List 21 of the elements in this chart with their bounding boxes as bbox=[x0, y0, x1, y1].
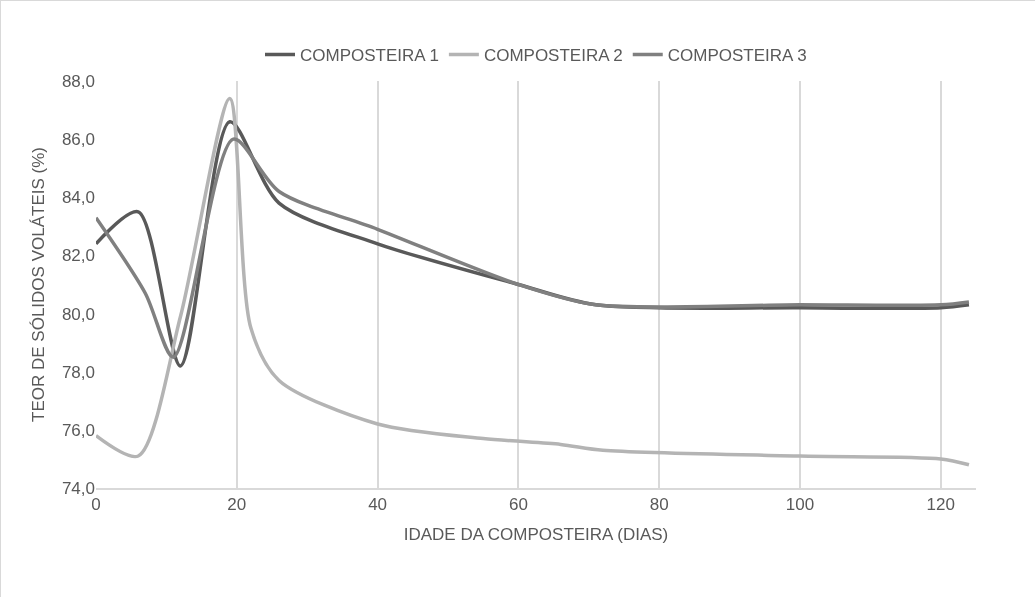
y-tick-label: 84,0 bbox=[61, 188, 95, 208]
line-series bbox=[96, 96, 971, 467]
x-tick-label: 80 bbox=[649, 495, 669, 515]
x-tick-label: 120 bbox=[926, 495, 955, 515]
y-tick-label: 86,0 bbox=[61, 130, 95, 150]
legend-label: COMPOSTEIRA 1 bbox=[300, 46, 439, 66]
y-tick-label: 78,0 bbox=[61, 362, 95, 382]
y-tick-label: 74,0 bbox=[61, 478, 95, 498]
y-axis-title: TEOR DE SÓLIDOS VOLÁTEIS (%) bbox=[29, 147, 49, 422]
y-tick-label: 76,0 bbox=[61, 420, 95, 440]
x-tick-label: 0 bbox=[91, 495, 101, 515]
y-tick-label: 88,0 bbox=[61, 71, 95, 91]
x-tick-label: 100 bbox=[785, 495, 815, 515]
legend-label: COMPOSTEIRA 2 bbox=[483, 46, 623, 66]
x-tick-label: 40 bbox=[368, 495, 388, 515]
x-tick-label: 60 bbox=[508, 495, 528, 515]
x-tick-label: 20 bbox=[227, 495, 247, 515]
x-axis-title: IDADE DA COMPOSTEIRA (DIAS) bbox=[403, 525, 669, 545]
y-tick-label: 82,0 bbox=[61, 246, 95, 266]
y-tick-label: 80,0 bbox=[61, 304, 95, 324]
legend-label: COMPOSTEIRA 3 bbox=[667, 46, 807, 66]
